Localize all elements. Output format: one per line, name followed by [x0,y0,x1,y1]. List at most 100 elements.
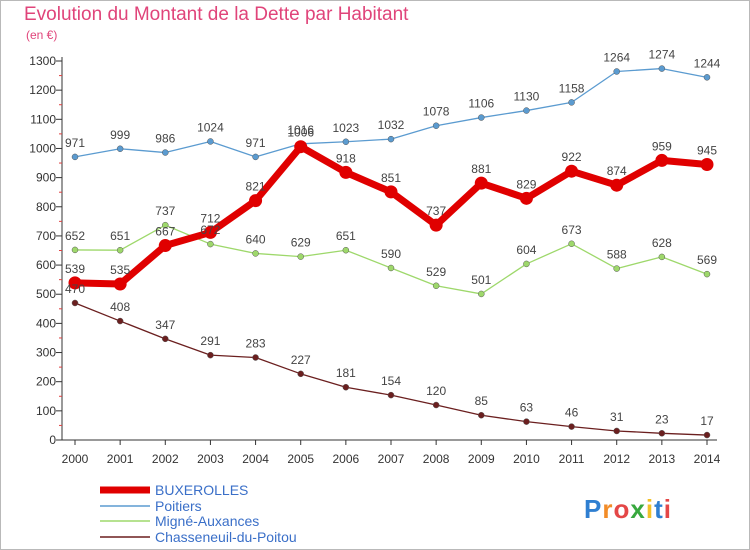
x-tick-label: 2010 [513,452,540,466]
data-point [610,178,624,192]
data-point [68,276,82,290]
x-tick-label: 2000 [62,452,89,466]
data-label: 918 [336,151,356,165]
data-point [71,153,79,161]
data-point [658,253,666,261]
data-point [162,149,169,156]
data-point [478,114,485,121]
data-label: 922 [562,150,582,164]
data-point [387,264,395,272]
proxiti-logo: Proxiti [584,494,672,524]
y-tick-label: 300 [36,346,56,360]
data-label: 1106 [468,97,494,111]
data-point [71,299,79,307]
data-label: 501 [471,273,491,287]
data-label: 535 [110,263,130,277]
data-label: 1274 [649,48,676,62]
data-point [658,65,666,72]
y-tick-label: 600 [36,258,56,272]
data-point [116,145,124,153]
x-tick-label: 2006 [333,452,360,466]
data-label: 529 [426,265,446,279]
y-tick-label: 800 [36,200,56,214]
data-point [478,290,485,298]
data-label: 604 [516,243,536,257]
data-label: 1016 [287,123,314,137]
data-point [207,138,214,145]
y-tick-label: 400 [36,316,56,330]
data-point [297,253,304,260]
data-point [342,138,350,146]
legend-label: BUXEROLLES [155,482,248,498]
data-point [429,218,443,232]
data-point [474,176,488,190]
data-point [71,246,79,254]
data-label: 1023 [333,121,360,135]
data-label: 120 [426,384,446,398]
data-point [700,157,714,171]
data-label: 588 [607,248,627,262]
data-label: 1130 [514,90,540,104]
data-point [613,265,620,272]
data-point [294,140,308,154]
x-tick-label: 2014 [694,452,721,466]
data-point [113,277,127,291]
data-label: 181 [336,366,356,380]
data-point [158,239,172,253]
data-point [384,185,398,199]
data-label: 23 [655,412,669,426]
data-point [565,164,579,178]
data-label: 959 [652,139,672,153]
data-label: 737 [155,204,175,218]
data-label: 1024 [197,120,224,134]
data-point [387,135,395,143]
chart-title: Evolution du Montant de la Dette par Hab… [24,4,409,25]
data-point [116,246,124,254]
data-label: 945 [697,143,717,157]
legend: BUXEROLLESPoitiersMigné-AuxancesChassene… [100,482,297,545]
data-label: 829 [516,177,536,191]
data-label: 347 [155,318,175,332]
data-label: 652 [65,229,85,243]
data-label: 640 [246,232,266,246]
legend-label: Migné-Auxances [155,513,259,529]
data-point [116,317,124,325]
data-label: 63 [520,401,534,415]
x-tick-label: 2007 [378,452,405,466]
data-label: 1264 [603,50,630,64]
data-point [249,194,263,208]
data-point [387,391,395,399]
data-label: 408 [110,300,130,314]
data-label: 85 [475,394,489,408]
data-label: 46 [565,406,579,420]
x-tick-label: 2009 [468,452,495,466]
x-tick-label: 2001 [107,452,134,466]
data-label: 673 [562,223,582,237]
data-label: 874 [607,164,627,178]
data-label: 1244 [694,56,721,70]
chart-subtitle: (en €) [26,28,58,42]
data-label: 1158 [559,81,585,95]
x-tick-label: 2013 [649,452,676,466]
legend-label: Poitiers [155,498,202,514]
x-tick-label: 2011 [559,452,585,466]
x-tick-label: 2005 [287,452,314,466]
data-point [203,225,217,239]
data-point [613,68,620,75]
legend-label: Chasseneuil-du-Poitou [155,529,297,545]
y-tick-label: 100 [36,404,56,418]
data-label: 291 [200,334,220,348]
data-point [297,370,304,378]
data-point [568,240,575,248]
data-label: 539 [65,262,85,276]
y-tick-label: 200 [36,375,56,389]
data-point [703,270,711,278]
data-label: 1006 [287,126,314,140]
data-label: 712 [200,211,220,225]
data-label: 651 [110,229,130,243]
data-label: 590 [381,247,401,261]
data-point [658,430,666,437]
data-label: 283 [246,336,266,350]
